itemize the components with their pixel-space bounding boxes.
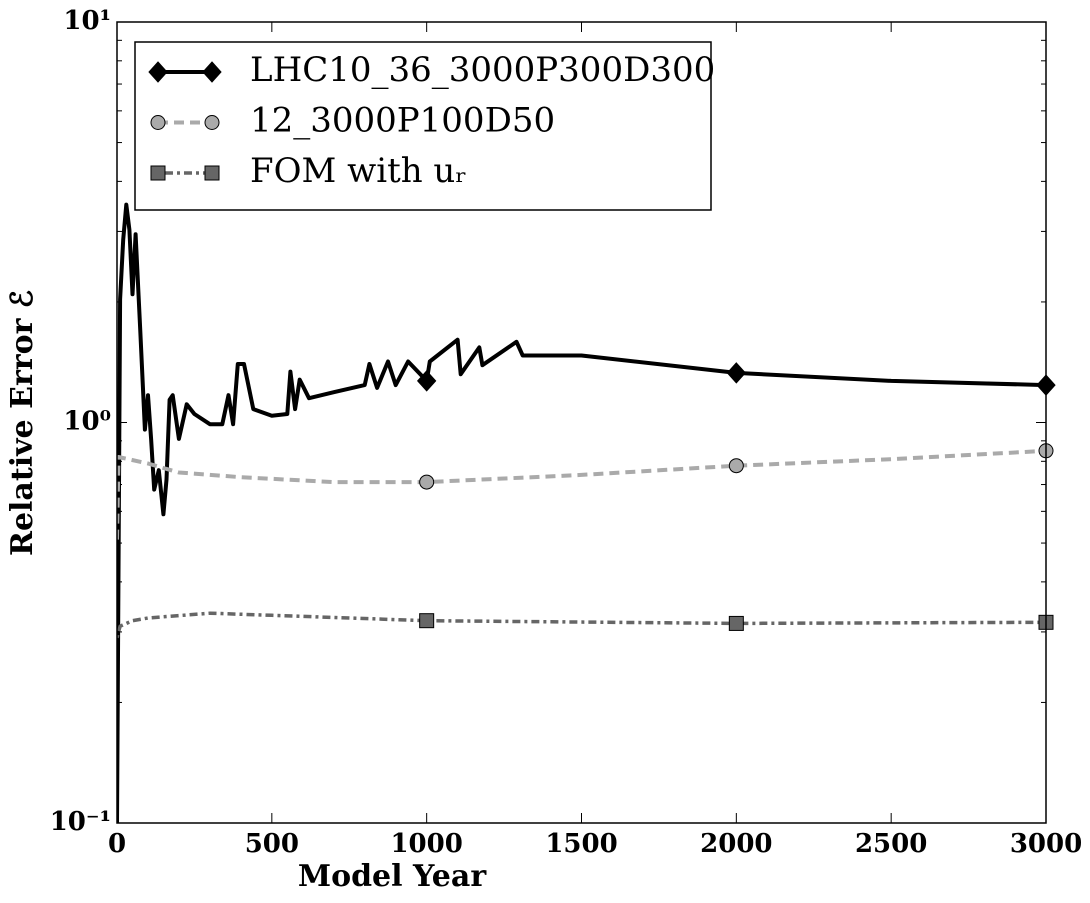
legend-label: LHC10_36_3000P300D300	[250, 50, 715, 90]
x-tick-label: 0	[108, 829, 126, 859]
y-tick-label: 10⁻¹	[50, 807, 111, 837]
plot-frame	[116, 21, 1047, 824]
marker	[419, 613, 435, 629]
series-line	[117, 448, 1046, 540]
marker	[728, 615, 744, 631]
x-tick-label: 3000	[1010, 829, 1082, 859]
legend-marker	[148, 61, 168, 83]
marker	[416, 370, 437, 392]
y-tick-label: 10¹	[63, 6, 111, 36]
marker	[728, 458, 744, 474]
series-line	[117, 611, 1046, 639]
series-line	[117, 202, 1046, 823]
marker	[726, 362, 747, 384]
legend-label: 12_3000P100D50	[250, 101, 555, 141]
legend-marker	[202, 61, 222, 83]
x-axis-label: Model Year	[298, 859, 487, 894]
x-tick-label: 1000	[390, 829, 462, 859]
legend-marker	[204, 165, 220, 181]
legend-marker	[204, 115, 220, 130]
legend-box	[134, 41, 712, 211]
legend-marker	[150, 115, 166, 130]
x-tick-label: 1500	[545, 829, 617, 859]
x-tick-label: 2500	[855, 829, 927, 859]
marker	[419, 474, 435, 490]
x-tick-label: 500	[245, 829, 299, 859]
legend-label: FOM with uᵣ	[250, 151, 467, 191]
y-axis-label: Relative Error ℰ	[5, 290, 40, 556]
legend-marker	[150, 165, 166, 181]
y-tick-label: 10⁰	[63, 407, 111, 437]
x-tick-label: 2000	[700, 829, 772, 859]
